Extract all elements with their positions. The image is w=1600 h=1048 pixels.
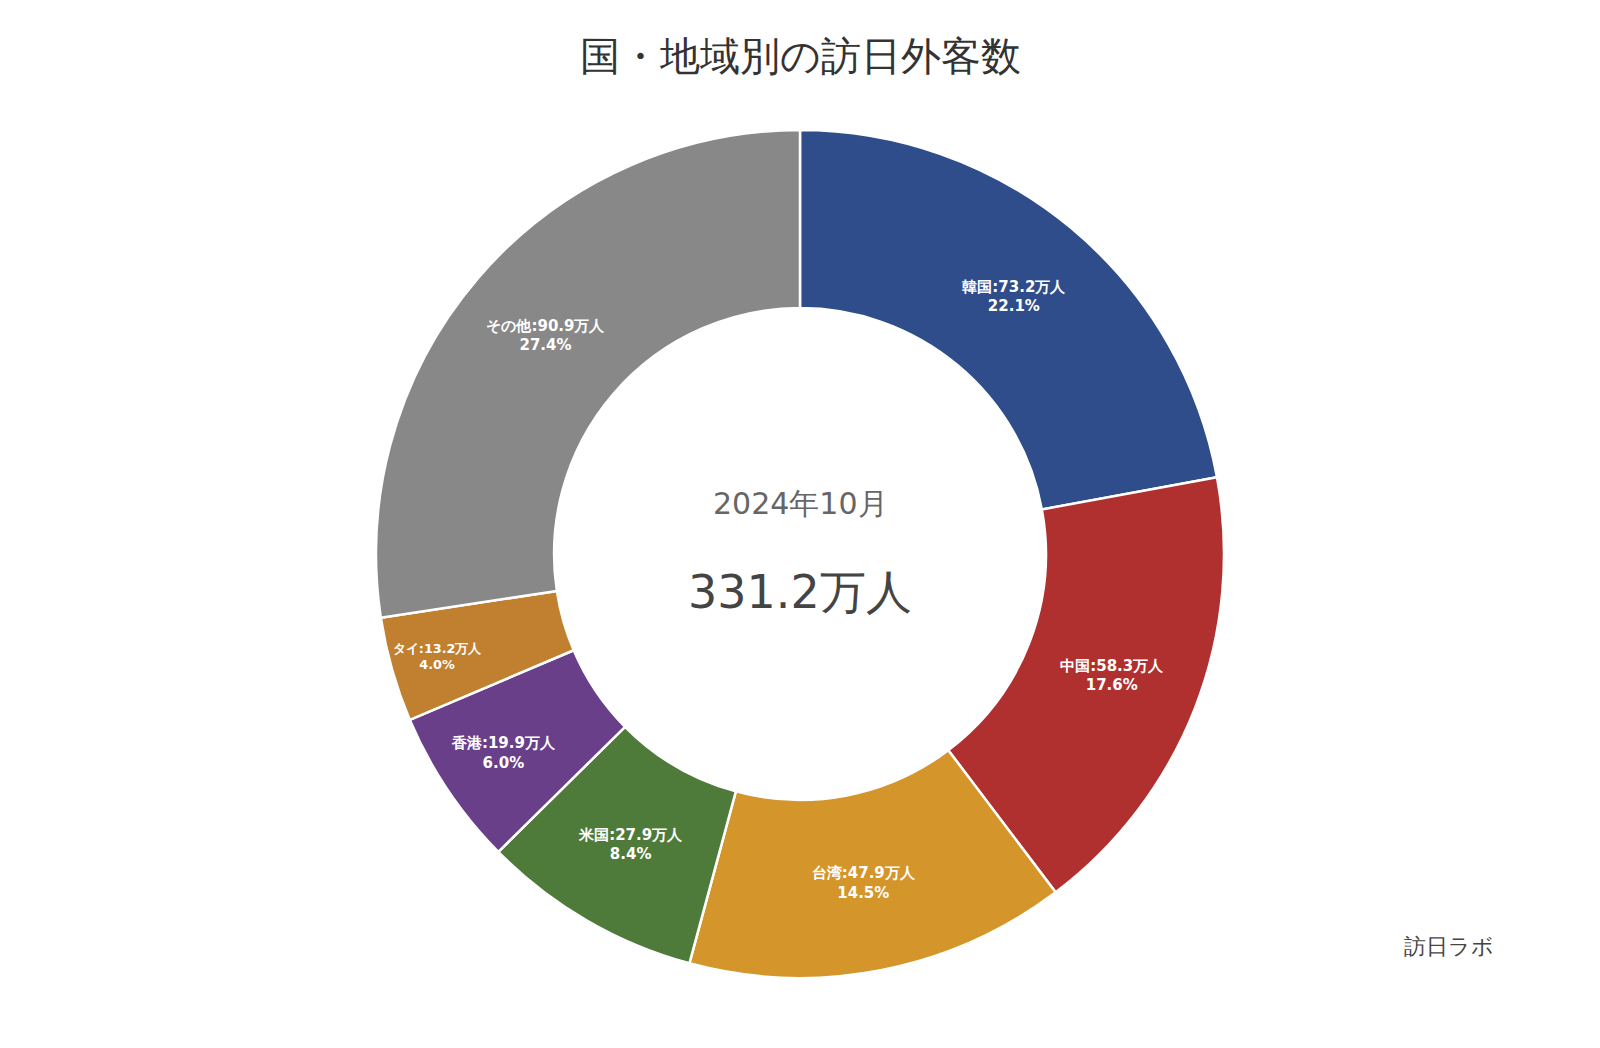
svg-text:訪日ラボ: 訪日ラボ — [1404, 934, 1494, 959]
svg-text:2024年10月: 2024年10月 — [713, 486, 888, 521]
svg-text:米国:27.9万人8.4%: 米国:27.9万人8.4% — [578, 826, 683, 864]
svg-text:331.2万人: 331.2万人 — [688, 565, 912, 619]
svg-text:香港:19.9万人6.0%: 香港:19.9万人6.0% — [451, 734, 556, 772]
svg-text:中国:58.3万人17.6%: 中国:58.3万人17.6% — [1060, 657, 1164, 695]
svg-text:タイ:13.2万人4.0%: タイ:13.2万人4.0% — [393, 641, 483, 673]
svg-text:韓国:73.2万人22.1%: 韓国:73.2万人22.1% — [962, 278, 1066, 316]
svg-text:その他:90.9万人27.4%: その他:90.9万人27.4% — [486, 317, 605, 355]
svg-text:国・地域別の訪日外客数: 国・地域別の訪日外客数 — [580, 33, 1021, 79]
svg-text:台湾:47.9万人14.5%: 台湾:47.9万人14.5% — [812, 864, 916, 902]
